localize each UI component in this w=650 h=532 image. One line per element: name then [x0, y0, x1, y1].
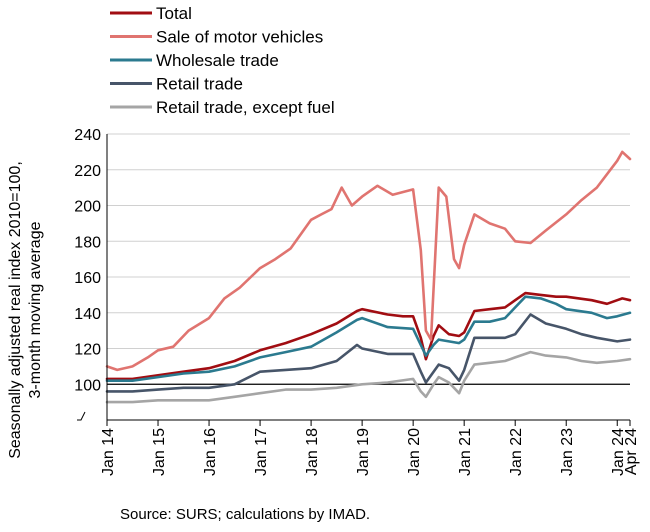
- legend-label-0: Total: [156, 4, 192, 23]
- y-tick-200: 200: [74, 199, 101, 216]
- y-tick-220: 220: [74, 163, 101, 180]
- gridlines: [107, 133, 630, 385]
- y-tick-180: 180: [74, 234, 101, 251]
- axes: [77, 134, 631, 426]
- legend-label-2: Wholesale trade: [156, 51, 279, 70]
- y-tick-labels: 100 120 140 160 180 200 220 240: [74, 127, 101, 394]
- x-tick-9: Jan 23: [559, 428, 576, 476]
- y-axis-title-line-0: Seasonally adjusted real index 2010=100,: [7, 161, 24, 459]
- x-tick-8: Jan 22: [508, 428, 525, 476]
- legend: Total Sale of motor vehicles Wholesale tra…: [110, 4, 335, 117]
- series-line-1: [105, 150, 632, 372]
- y-tick-120: 120: [74, 342, 101, 359]
- y-tick-140: 140: [74, 306, 101, 323]
- series-line-4: [105, 350, 632, 404]
- x-tick-10: Jan 24: [610, 428, 627, 476]
- x-tick-11: Apr 24: [623, 428, 640, 475]
- x-tick-7: Jan 21: [457, 428, 474, 476]
- x-tick-4: Jan 18: [304, 428, 321, 476]
- y-axis-title: Seasonally adjusted real index 2010=100,…: [7, 161, 44, 459]
- x-tick-2: Jan 16: [202, 428, 219, 476]
- y-tick-100: 100: [74, 377, 101, 394]
- y-tick-160: 160: [74, 270, 101, 287]
- legend-label-3: Retail trade: [156, 75, 243, 94]
- legend-label-4: Retail trade, except fuel: [156, 98, 335, 117]
- series-line-3: [105, 313, 632, 393]
- x-tick-3: Jan 17: [253, 428, 270, 476]
- x-tick-6: Jan 20: [406, 428, 423, 476]
- series-line-0: [105, 291, 632, 381]
- series-line-2: [105, 295, 632, 383]
- x-tick-labels: Jan 14 Jan 15 Jan 16 Jan 17 Jan 18 Jan 19 Jan …: [100, 428, 640, 476]
- y-axis-title-line-1: 3-month moving average: [27, 221, 44, 398]
- source-note: Source: SURS; calculations by IMAD.: [120, 506, 371, 523]
- x-tick-1: Jan 15: [151, 428, 168, 476]
- axis-break-mark: [77, 411, 86, 421]
- x-tick-0: Jan 14: [100, 428, 117, 476]
- x-tick-5: Jan 19: [355, 428, 372, 476]
- line-chart: Total Sale of motor vehicles Wholesale tra…: [7, 4, 640, 476]
- legend-label-1: Sale of motor vehicles: [156, 28, 323, 47]
- y-tick-240: 240: [74, 127, 101, 144]
- series-lines: [105, 150, 632, 404]
